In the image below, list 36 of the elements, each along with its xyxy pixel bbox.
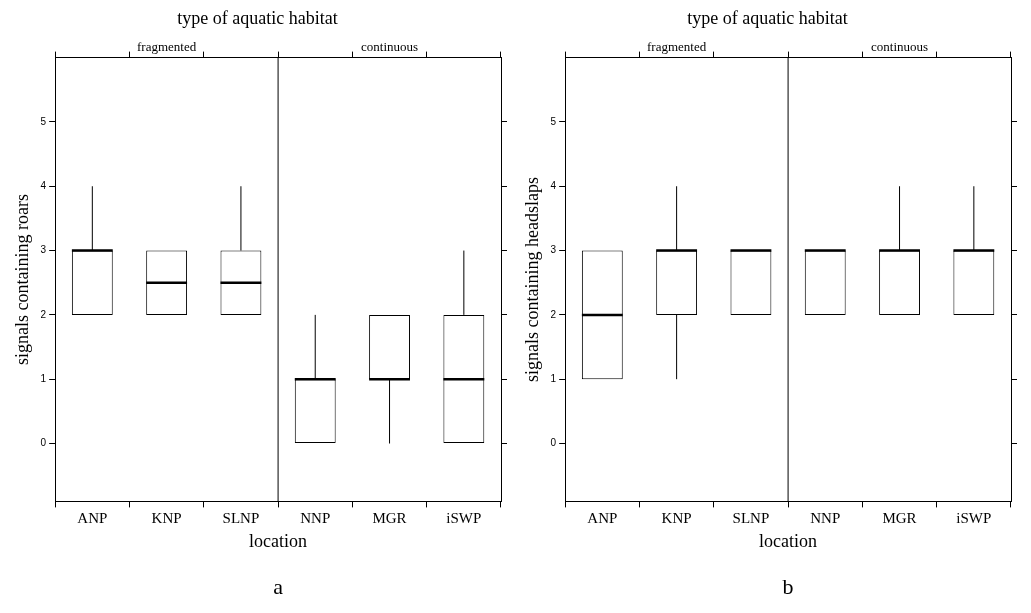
x-tick-label: MGR xyxy=(882,510,917,527)
text: continuous xyxy=(361,38,419,54)
x-tick-label: NNP xyxy=(810,510,841,527)
y-tick-label: 3 xyxy=(40,244,47,256)
text: fragmented xyxy=(137,38,197,54)
x-tick-label: MGR xyxy=(372,510,407,527)
y-tick-label: 5 xyxy=(40,115,47,127)
x-tick-label: KNP xyxy=(151,510,182,527)
chart-title: type of aquatic habitat xyxy=(177,7,338,28)
text: a xyxy=(273,573,284,599)
y-tick-label: 5 xyxy=(550,115,557,127)
chart-title: type of aquatic habitat xyxy=(687,7,848,28)
x-axis-title: location xyxy=(759,530,818,551)
text: continuous xyxy=(871,38,929,54)
x-tick-label: SLNP xyxy=(222,510,260,527)
y-tick-label: 4 xyxy=(40,179,47,191)
x-tick-label: KNP xyxy=(661,510,692,527)
y-tick-label: 3 xyxy=(550,244,557,256)
y-tick-label: 4 xyxy=(550,179,557,191)
y-tick-label: 2 xyxy=(40,308,47,320)
y-tick-label: 1 xyxy=(40,372,47,384)
text: fragmented xyxy=(647,38,707,54)
x-tick-label: SLNP xyxy=(732,510,770,527)
y-tick-label: 2 xyxy=(550,308,557,320)
y-tick-label: 0 xyxy=(40,437,47,449)
x-tick-label: ANP xyxy=(587,510,618,527)
x-tick-label: iSWP xyxy=(446,510,482,527)
x-tick-label: iSWP xyxy=(956,510,992,527)
y-axis-title: signals containing roars xyxy=(11,194,32,365)
x-tick-label: NNP xyxy=(300,510,331,527)
x-tick-label: ANP xyxy=(77,510,108,527)
y-tick-label: 1 xyxy=(550,372,557,384)
text: b xyxy=(782,573,794,599)
y-axis-title: signals containing headslaps xyxy=(521,177,542,382)
x-axis-title: location xyxy=(249,530,308,551)
y-tick-label: 0 xyxy=(550,437,557,449)
